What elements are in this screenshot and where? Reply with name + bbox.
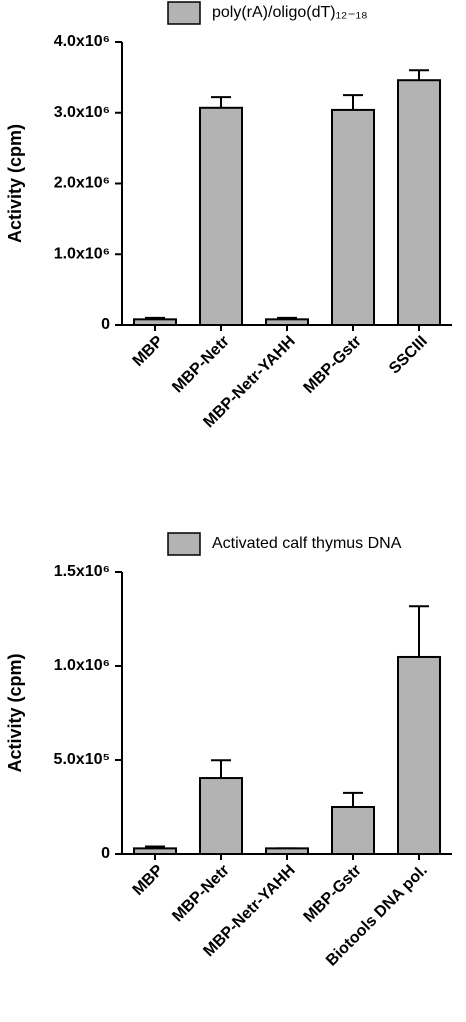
x-tick-label: MBP-Gstr [301, 862, 365, 926]
y-tick-label: 5.0x10⁵ [54, 751, 110, 768]
bar [265, 847, 309, 855]
legend-label: Activated calf thymus DNA [212, 535, 402, 552]
legend-swatch [167, 1, 201, 25]
y-tick-label: 0 [101, 845, 110, 862]
bar [397, 655, 441, 856]
y-tick-label: 1.5x10⁶ [54, 563, 110, 580]
x-tick-label: MBP [130, 333, 167, 370]
bar [331, 108, 375, 326]
y-axis-label: Activity (cpm) [5, 653, 25, 772]
legend-swatch [167, 532, 201, 556]
bar [265, 318, 309, 326]
y-tick-label: 1.0x10⁶ [54, 245, 110, 262]
y-tick-label: 1.0x10⁶ [54, 657, 110, 674]
y-axis-label: Activity (cpm) [5, 124, 25, 243]
y-tick-label: 3.0x10⁶ [54, 104, 110, 121]
x-tick-label: SSCIII [386, 333, 431, 378]
bar [331, 806, 375, 855]
x-tick-label: MBP [130, 862, 167, 899]
x-tick-label: MBP-Gstr [301, 333, 365, 397]
y-tick-label: 2.0x10⁶ [54, 175, 110, 192]
y-tick-label: 0 [101, 316, 110, 333]
legend-label: poly(rA)/oligo(dT)₁₂₋₁₈ [212, 4, 368, 21]
bar [199, 777, 243, 855]
bar [133, 318, 177, 326]
chart: Activated calf thymus DNA Activity (cpm) 0… [5, 532, 452, 970]
x-tick-label: MBP-Netr [169, 862, 233, 926]
y-tick-label: 4.0x10⁶ [54, 33, 110, 50]
bar [397, 79, 441, 326]
bar [199, 106, 243, 326]
x-tick-label: MBP-Netr [169, 333, 233, 397]
bar [133, 847, 177, 855]
chart: poly(rA)/oligo(dT)₁₂₋₁₈ Activity (cpm) 0 1.… [5, 1, 452, 431]
